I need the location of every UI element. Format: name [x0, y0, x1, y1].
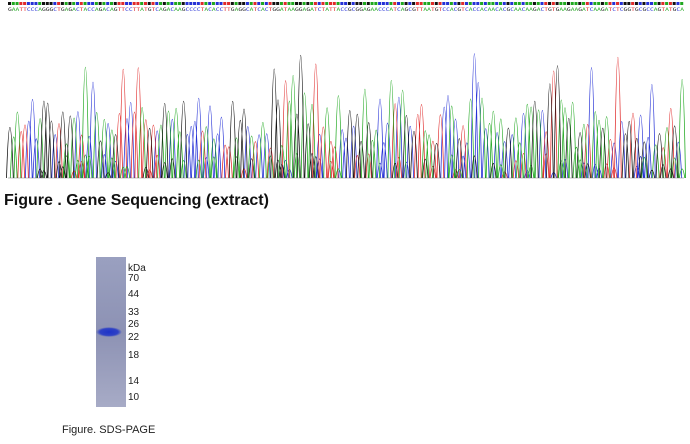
base-color-bar	[8, 2, 684, 5]
trace-A	[9, 66, 686, 179]
marker-label: 22	[128, 332, 140, 343]
sequencing-figure-title: Figure . Gene Sequencing (extract)	[4, 192, 269, 209]
marker-label: 44	[128, 289, 140, 300]
trace-T	[17, 57, 675, 179]
sequencing-chromatogram: GAATTCCCAGGGCTGAGACTACCAGACAGTTCCTTATGTC…	[6, 2, 686, 179]
base-call-sequence: GAATTCCCAGGGCTGAGACTACCAGACAGTTCCTTATGTC…	[8, 7, 684, 13]
marker-label: 10	[128, 392, 140, 403]
trace-C	[25, 53, 683, 179]
marker-label: 26	[128, 319, 140, 330]
marker-label: 70	[128, 273, 140, 284]
sds-page-figure-caption: Figure. SDS-PAGE	[62, 424, 156, 436]
trace-G	[6, 55, 679, 179]
marker-label: 14	[128, 376, 140, 387]
marker-label: 18	[128, 350, 140, 361]
kda-unit-label: kDa	[128, 263, 146, 274]
marker-label: 33	[128, 307, 140, 318]
sds-page-gel-lane	[96, 257, 126, 407]
protein-band	[96, 327, 122, 337]
